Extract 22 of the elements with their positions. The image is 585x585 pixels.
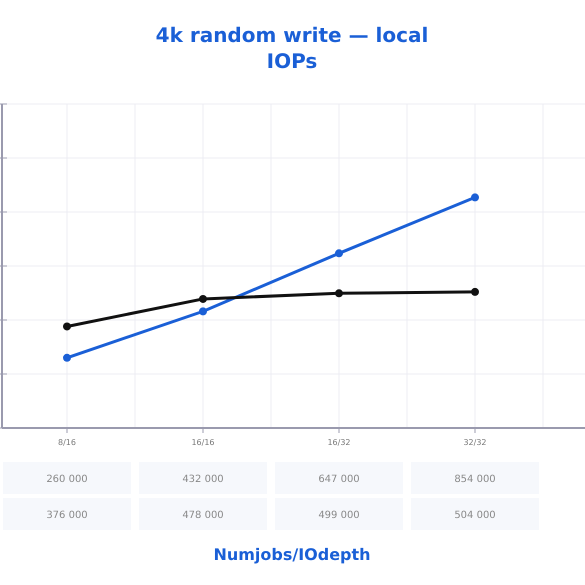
point	[63, 322, 71, 330]
data-label: 432 000	[182, 474, 224, 485]
point	[335, 249, 343, 258]
data-label: 504 000	[454, 510, 496, 521]
x-tick-label: 16/16	[191, 438, 215, 447]
data-label: 478 000	[182, 510, 224, 521]
data-label: 499 000	[318, 510, 360, 521]
point	[199, 294, 207, 303]
point	[471, 288, 479, 296]
data-label: 260 000	[46, 474, 88, 485]
point	[471, 193, 479, 202]
x-tick-label: 8/16	[58, 438, 76, 447]
data-label: 376 000	[46, 510, 88, 521]
point	[63, 354, 71, 362]
x-tick-label: 16/32	[327, 438, 351, 447]
point	[335, 289, 343, 298]
point	[199, 307, 207, 316]
data-label: 854 000	[454, 474, 496, 485]
text: Numjobs/IOdepth	[213, 545, 371, 564]
x-tick-label: 32/32	[463, 438, 487, 447]
chart-title: 4k random write — local IOPs	[156, 23, 428, 73]
data-label: 647 000	[318, 474, 360, 485]
